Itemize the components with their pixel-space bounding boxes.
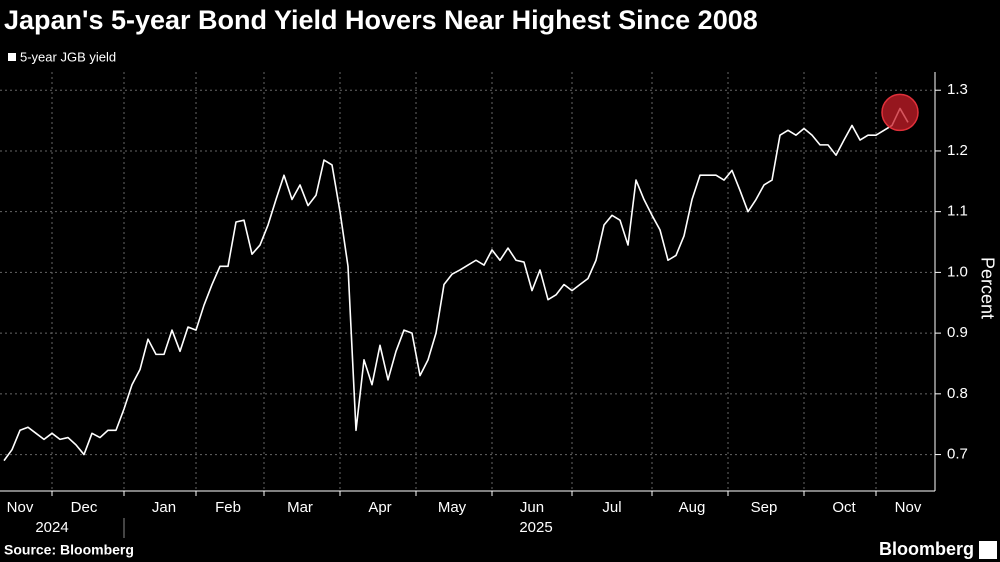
y-tick-label: 0.8 [947,385,968,402]
x-year-label: 2025 [519,519,552,536]
x-tick-label: Dec [71,499,98,516]
y-tick-label: 1.2 [947,142,968,159]
y-tick-label: 1.3 [947,81,968,98]
x-tick-label: Mar [287,499,313,516]
brand-icon [979,541,997,559]
y-tick-label: 0.9 [947,324,968,341]
line-series [3,107,909,462]
legend-label: 5-year JGB yield [20,49,116,64]
x-tick-label: Jan [152,499,176,516]
x-tick-label: Nov [895,499,922,516]
source: Source: Bloomberg [4,542,134,558]
x-tick-label: Feb [215,499,241,516]
y-tick-label: 0.7 [947,446,968,463]
x-tick-label: May [438,499,467,516]
legend-swatch [8,53,16,61]
brand: Bloomberg [879,539,974,559]
x-tick-label: Sep [751,499,778,516]
x-tick-label: Jun [520,499,544,516]
y-tick-label: 1.1 [947,203,968,220]
chart-title: Japan's 5-year Bond Yield Hovers Near Hi… [4,5,758,35]
x-tick-label: Oct [832,499,856,516]
x-tick-label: Aug [679,499,706,516]
x-tick-label: Apr [368,499,391,516]
x-tick-label: Nov [7,499,34,516]
y-axis-title: Percent [977,257,997,319]
x-year-label: 2024 [35,519,68,536]
x-tick-label: Jul [602,499,621,516]
highlight-circle [881,93,919,132]
y-tick-label: 1.0 [947,263,968,280]
